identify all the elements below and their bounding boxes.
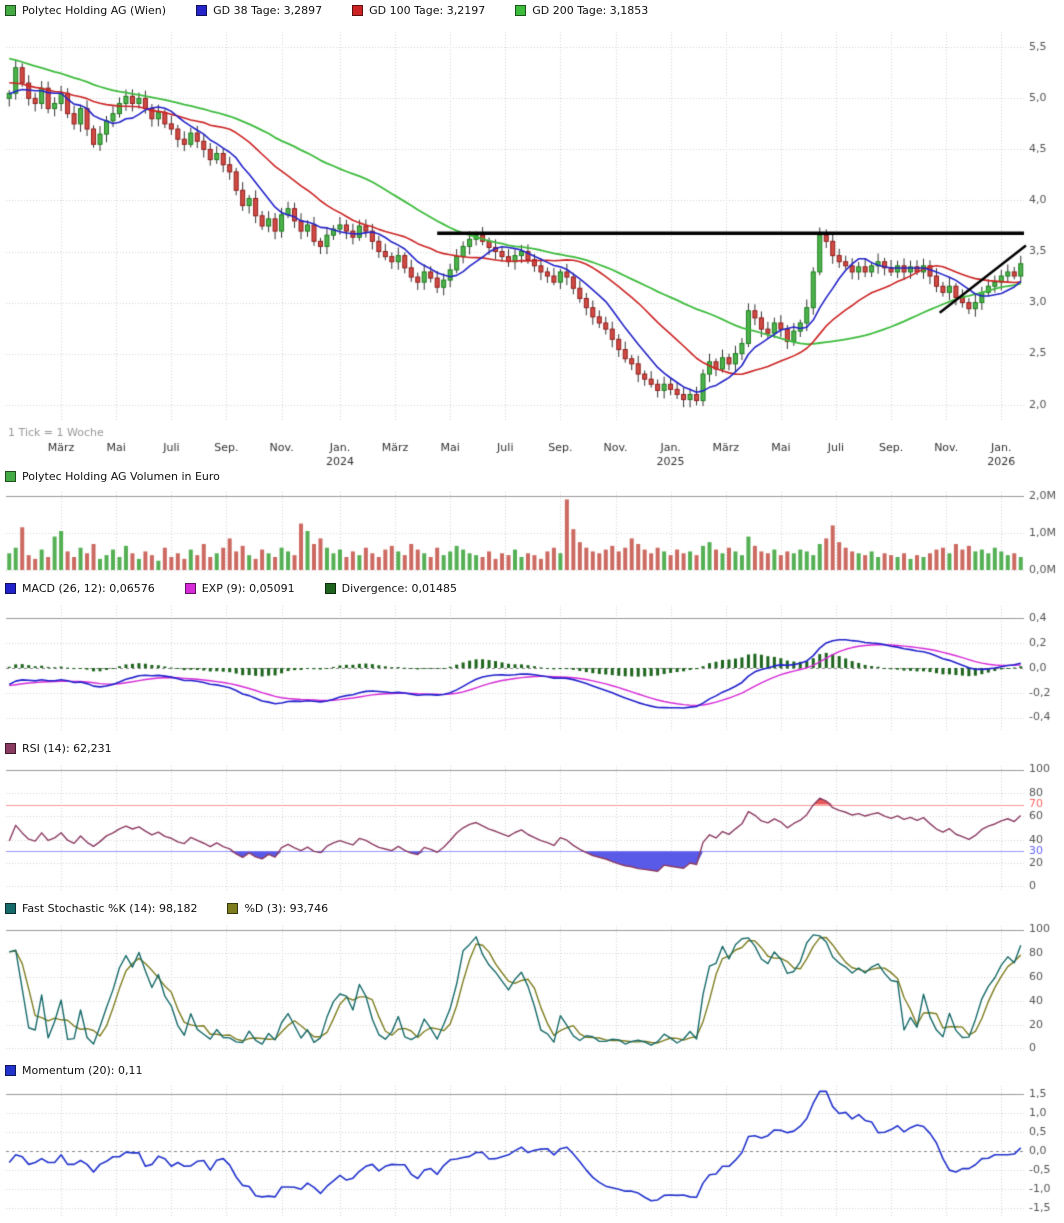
legend-item: Divergence: 0,01485 [324,581,457,595]
rsi-chart-canvas [0,758,1064,898]
legend-label: Polytec Holding AG (Wien) [22,3,167,17]
legend-swatch-icon [324,582,336,594]
legend-item: Momentum (20): 0,11 [5,1064,142,1077]
legend-swatch-icon [184,582,196,594]
legend-label: Divergence: 0,01485 [341,581,457,595]
legend-label: Momentum (20): 0,11 [22,1063,143,1077]
legend-swatch-icon [515,4,527,16]
legend-swatch-icon [196,4,208,16]
legend-item: GD 200 Tage: 3,1853 [515,4,648,17]
legend-label: MACD (26, 12): 0,06576 [22,581,155,595]
legend-label: %D (3): 93,746 [244,901,329,915]
legend-item: Polytec Holding AG (Wien) [5,4,166,17]
legend-swatch-icon [5,1064,16,1076]
legend-rsi: RSI (14): 62,231 [0,738,1064,758]
legend-item: Fast Stochastic %K (14): 98,182 [5,902,197,915]
legend-macd: MACD (26, 12): 0,06576 EXP (9): 0,05091 Di… [0,578,1064,598]
volume-chart-canvas [0,486,1064,578]
legend-label: RSI (14): 62,231 [22,741,112,755]
legend-item: MACD (26, 12): 0,06576 [5,582,155,595]
stochastic-chart-canvas [0,918,1064,1060]
legend-item: EXP (9): 0,05091 [184,581,295,595]
macd-chart-canvas [0,598,1064,738]
legend-item: %D (3): 93,746 [227,902,328,915]
legend-label: EXP (9): 0,05091 [201,581,295,595]
legend-volume: Polytec Holding AG Volumen in Euro [0,466,1064,486]
legend-item: GD 38 Tage: 3,2897 [196,4,322,17]
legend-swatch-icon [5,4,16,16]
legend-swatch-icon [5,582,16,594]
legend-swatch-icon [5,470,16,482]
legend-item: RSI (14): 62,231 [5,742,112,755]
legend-swatch-icon [5,742,16,754]
price-chart-canvas [0,20,1064,466]
legend-swatch-icon [352,4,364,16]
legend-item: GD 100 Tage: 3,2197 [352,4,485,17]
legend-label: Fast Stochastic %K (14): 98,182 [22,901,198,915]
legend-label: GD 38 Tage: 3,2897 [213,3,323,17]
momentum-chart-canvas [0,1080,1064,1223]
legend-swatch-icon [5,902,16,914]
legend-momentum: Momentum (20): 0,11 [0,1060,1064,1080]
legend-swatch-icon [227,902,239,914]
legend-label: Polytec Holding AG Volumen in Euro [22,469,220,483]
legend-label: GD 100 Tage: 3,2197 [369,3,486,17]
legend-item: Polytec Holding AG Volumen in Euro [5,470,220,483]
legend-stochastic: Fast Stochastic %K (14): 98,182 %D (3): 9… [0,898,1064,918]
legend-price: Polytec Holding AG (Wien) GD 38 Tage: 3,2… [0,0,1064,20]
legend-label: GD 200 Tage: 3,1853 [532,3,649,17]
